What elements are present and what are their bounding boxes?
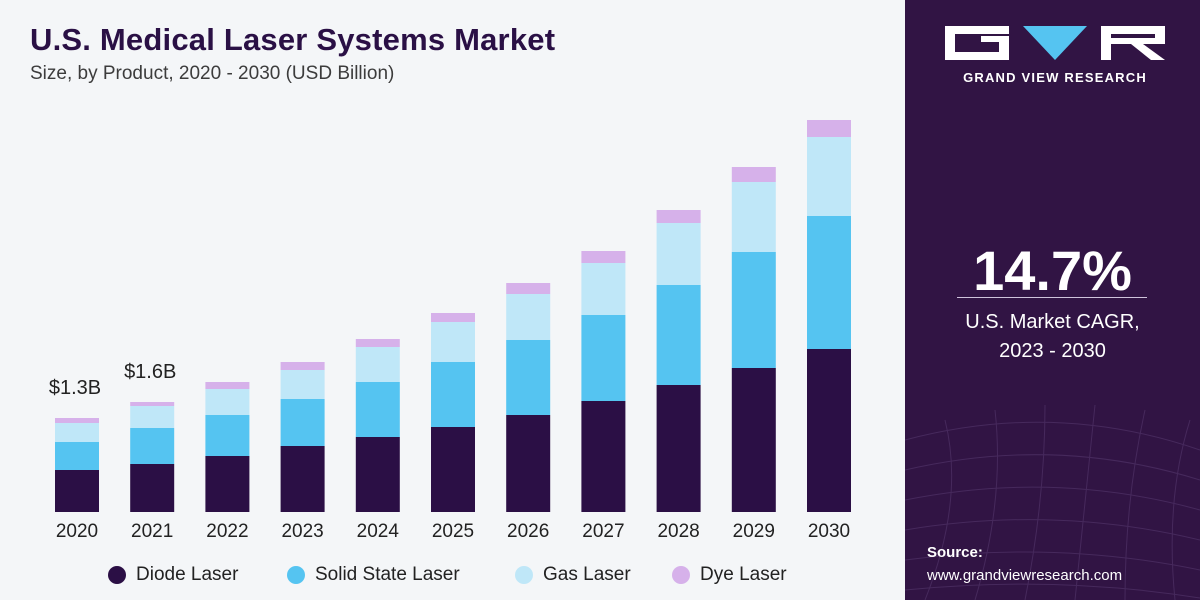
legend-label: Dye Laser	[700, 564, 787, 585]
data-label-2020: $1.3B	[49, 377, 101, 399]
bar-segment-diode-laser-2026	[506, 415, 551, 512]
chart-area: U.S. Medical Laser Systems Market Size, …	[0, 22, 905, 587]
bar-segment-diode-laser-2025	[431, 427, 475, 512]
bar-segment-dye-laser-2022	[205, 382, 250, 389]
x-tick-label-2022: 2022	[206, 521, 248, 542]
bar-segment-solid-state-laser-2023	[280, 399, 325, 446]
x-tick-label-2029: 2029	[733, 521, 775, 542]
x-tick-label-2024: 2024	[357, 521, 400, 542]
x-tick-label-2023: 2023	[281, 521, 323, 542]
bar-segment-diode-laser-2021	[130, 464, 175, 512]
bar-segment-solid-state-laser-2027	[581, 315, 626, 401]
bar-segment-dye-laser-2024	[355, 339, 400, 347]
legend-swatch	[287, 566, 305, 584]
bar-segment-diode-laser-2030	[807, 349, 851, 512]
bar-segment-solid-state-laser-2028	[656, 285, 701, 385]
legend-swatch	[108, 566, 126, 584]
source-label: Source:	[927, 544, 983, 561]
bar-segment-gas-laser-2026	[506, 294, 551, 340]
bar-segment-gas-laser-2027	[581, 263, 626, 315]
bar-segment-gas-laser-2024	[355, 347, 400, 382]
decorative-grid	[905, 404, 1200, 600]
chart-title: U.S. Medical Laser Systems Market	[30, 22, 556, 57]
source-link[interactable]: www.grandviewresearch.com	[927, 567, 1123, 584]
x-tick-label-2021: 2021	[131, 521, 173, 542]
bar-segment-solid-state-laser-2030	[807, 216, 851, 349]
x-tick-label-2027: 2027	[582, 521, 624, 542]
bar-segment-gas-laser-2022	[205, 389, 250, 415]
grand-view-research-logo: GRAND VIEW RESEARCH	[945, 22, 1165, 92]
bar-segment-solid-state-laser-2024	[355, 382, 400, 437]
bar-segment-dye-laser-2026	[506, 283, 551, 294]
chart-subtitle: Size, by Product, 2020 - 2030 (USD Billi…	[30, 63, 395, 84]
x-tick-label-2028: 2028	[657, 521, 699, 542]
cagr-divider	[957, 297, 1147, 298]
bar-chart: 2020 2021 2022 2023 2024 2025 2026 2027 2028 2029…	[49, 120, 851, 542]
cagr-label-line2: 2023 - 2030	[999, 340, 1106, 362]
bar-segment-solid-state-laser-2021	[130, 428, 175, 464]
bar-segment-dye-laser-2021	[130, 402, 175, 406]
x-tick-label-2030: 2030	[808, 521, 850, 542]
sidebar-panel: GRAND VIEW RESEARCH 14.7% U.S. Market CA…	[905, 0, 1200, 600]
bar-segment-solid-state-laser-2025	[431, 362, 475, 427]
logo-text: GRAND VIEW RESEARCH	[963, 70, 1147, 85]
bar-segment-dye-laser-2027	[581, 251, 626, 263]
legend-label: Gas Laser	[543, 564, 631, 585]
bar-segment-diode-laser-2020	[55, 470, 99, 512]
gvr-logo-icon	[945, 26, 1165, 60]
bar-segment-gas-laser-2025	[431, 322, 475, 362]
bar-segment-diode-laser-2028	[656, 385, 701, 512]
bar-segment-gas-laser-2023	[280, 370, 325, 399]
bar-segment-gas-laser-2030	[807, 137, 851, 216]
legend-swatch	[515, 566, 533, 584]
legend-label: Solid State Laser	[315, 564, 460, 585]
bar-segment-dye-laser-2030	[807, 120, 851, 137]
bar-segment-solid-state-laser-2029	[731, 252, 776, 368]
bar-segment-gas-laser-2021	[130, 406, 175, 428]
cagr-label-line1: U.S. Market CAGR,	[965, 311, 1140, 333]
bar-segment-solid-state-laser-2022	[205, 415, 250, 456]
x-tick-label-2025: 2025	[432, 521, 474, 542]
x-tick-label-2026: 2026	[507, 521, 549, 542]
bar-segment-diode-laser-2024	[355, 437, 400, 512]
bar-segment-dye-laser-2023	[280, 362, 325, 370]
legend-swatch	[672, 566, 690, 584]
bar-segment-dye-laser-2020	[55, 418, 99, 423]
chart-legend: Diode Laser Solid State Laser Gas Laser Dye…	[0, 563, 905, 587]
bar-segment-dye-laser-2029	[731, 167, 776, 182]
legend-label: Diode Laser	[136, 564, 239, 585]
bar-segment-dye-laser-2028	[656, 210, 701, 223]
bar-segment-gas-laser-2029	[731, 182, 776, 252]
bar-segment-gas-laser-2020	[55, 423, 99, 442]
bar-segment-dye-laser-2025	[431, 313, 475, 322]
bar-segment-diode-laser-2027	[581, 401, 626, 512]
bar-segment-diode-laser-2022	[205, 456, 250, 512]
cagr-label: U.S. Market CAGR, 2023 - 2030	[905, 308, 1200, 366]
bar-segment-gas-laser-2028	[656, 223, 701, 285]
bar-segment-diode-laser-2029	[731, 368, 776, 512]
bar-segment-solid-state-laser-2020	[55, 442, 99, 470]
data-label-2021: $1.6B	[124, 361, 176, 383]
bar-segment-diode-laser-2023	[280, 446, 325, 512]
x-tick-label-2020: 2020	[56, 521, 98, 542]
cagr-value: 14.7%	[973, 239, 1132, 302]
bar-segment-solid-state-laser-2026	[506, 340, 551, 415]
